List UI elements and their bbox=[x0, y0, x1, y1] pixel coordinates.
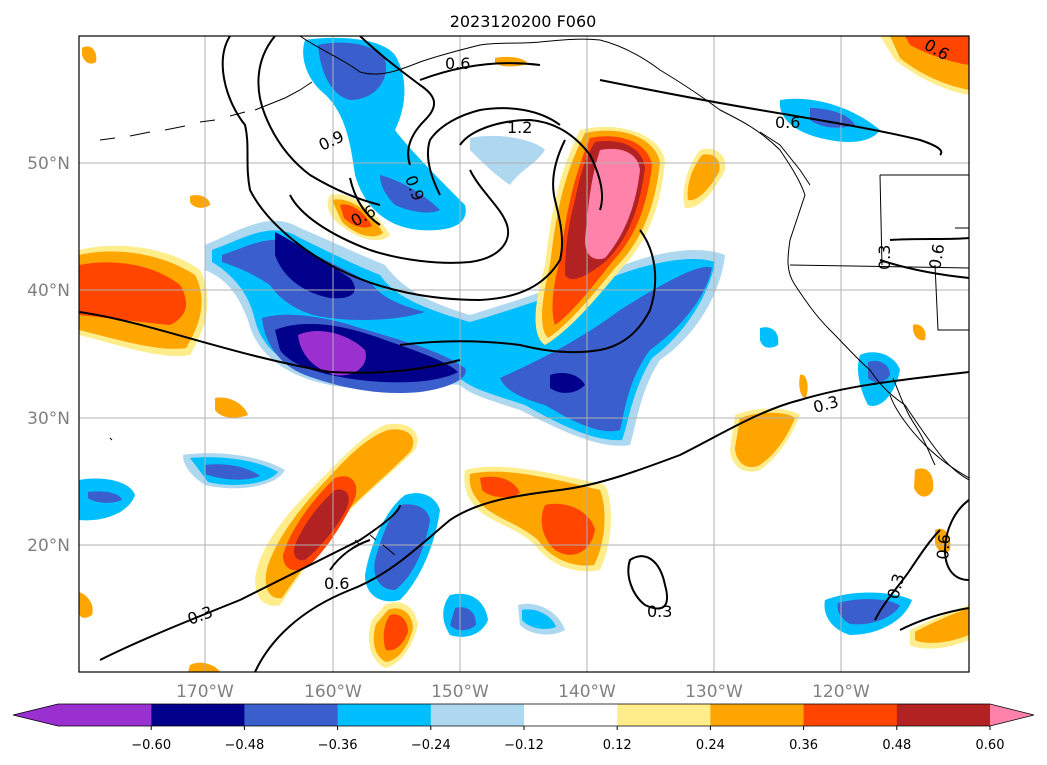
colorbar-cell bbox=[244, 704, 339, 726]
longitude-label: 160°W bbox=[304, 682, 362, 702]
positive-anomaly-region bbox=[905, 36, 969, 65]
negative-anomaly-region bbox=[522, 609, 556, 629]
colorbar-frame bbox=[12, 703, 1035, 727]
contour-label: 0.6 bbox=[445, 54, 470, 73]
colorbar-tick-label: −0.12 bbox=[504, 738, 544, 753]
longitude-labels: 170°W 160°W 150°W 140°W 130°W 120°W bbox=[176, 682, 870, 702]
contour-label: 0.6 bbox=[324, 574, 349, 593]
negative-anomaly-region bbox=[374, 504, 430, 590]
contour-label: 1.2 bbox=[507, 118, 532, 137]
map-area: 0.6 0.9 1.2 0.6 0.6 0.9 0.6 0.3 0.3 0.6 … bbox=[79, 36, 969, 672]
longitude-label: 140°W bbox=[558, 682, 616, 702]
negative-anomaly-region bbox=[868, 360, 890, 383]
positive-anomaly-region bbox=[82, 46, 97, 64]
positive-anomaly-region bbox=[541, 503, 595, 555]
positive-anomaly-region bbox=[383, 614, 408, 651]
colorbar-cell bbox=[151, 704, 245, 726]
colorbar-cell bbox=[337, 704, 432, 726]
negative-anomaly-region bbox=[450, 607, 476, 631]
colorbar-tick-label: 0.24 bbox=[696, 738, 725, 753]
map-frame bbox=[78, 35, 970, 673]
colorbar-tick-label: −0.36 bbox=[318, 738, 358, 753]
negative-anomaly-region bbox=[760, 327, 779, 348]
latitude-label: 50°N bbox=[27, 154, 70, 174]
positive-anomaly-region bbox=[915, 608, 969, 643]
positive-anomaly-region bbox=[799, 374, 808, 398]
colorbar: −0.60 −0.48 −0.36 −0.24 −0.12 0.12 0.24 0.36 0.4… bbox=[12, 703, 1035, 753]
contour-label: 0.3 bbox=[647, 602, 672, 621]
negative-anomaly-region bbox=[550, 373, 585, 393]
positive-anomaly-region bbox=[735, 412, 795, 468]
longitude-label: 130°W bbox=[685, 682, 743, 702]
strongest-negative-anomaly bbox=[298, 330, 366, 376]
longitude-label: 120°W bbox=[812, 682, 870, 702]
colorbar-cell bbox=[896, 704, 991, 726]
positive-anomaly-region bbox=[79, 592, 93, 618]
contour-label: 0.6 bbox=[925, 242, 948, 270]
negative-anomaly-region bbox=[275, 232, 355, 299]
negative-anomaly-region bbox=[470, 135, 545, 185]
contour-label: 0.6 bbox=[933, 533, 954, 560]
colorbar-cell bbox=[803, 704, 898, 726]
colorbar-tick-label: 0.48 bbox=[882, 738, 911, 753]
map-title: 2023120200 F060 bbox=[450, 12, 597, 31]
longitude-label: 170°W bbox=[176, 682, 234, 702]
contour-lines bbox=[79, 36, 969, 672]
colorbar-tick-label: 0.60 bbox=[976, 738, 1005, 753]
negative-anomaly-region bbox=[88, 491, 122, 503]
positive-anomaly-region bbox=[480, 476, 520, 498]
negative-anomaly-region bbox=[380, 175, 440, 213]
positive-anomaly-region bbox=[79, 262, 187, 325]
colorbar-tick-label: 0.36 bbox=[789, 738, 818, 753]
latitude-labels: 50°N 40°N 30°N 20°N bbox=[27, 154, 70, 556]
colorbar-cell bbox=[524, 704, 618, 726]
colorbar-cell bbox=[430, 704, 525, 726]
colorbar-ticks: −0.60 −0.48 −0.36 −0.24 −0.12 0.12 0.24 0.36 0.4… bbox=[131, 726, 1004, 753]
contour-label: 0.6 bbox=[775, 113, 800, 132]
colorbar-cells bbox=[13, 704, 1034, 726]
positive-anomaly-region bbox=[340, 204, 372, 228]
colorbar-extend-low bbox=[13, 704, 152, 726]
colorbar-extend-high bbox=[990, 704, 1034, 726]
latitude-label: 40°N bbox=[27, 281, 70, 301]
colorbar-cell bbox=[710, 704, 805, 726]
contour-label: 0.3 bbox=[875, 245, 894, 270]
negative-anomaly-region bbox=[810, 108, 855, 128]
longitude-label: 150°W bbox=[431, 682, 489, 702]
positive-anomaly-region bbox=[188, 662, 220, 672]
positive-anomaly-region bbox=[294, 489, 349, 561]
colorbar-tick-label: −0.48 bbox=[224, 738, 264, 753]
graticule bbox=[79, 36, 969, 672]
negative-anomaly-region bbox=[205, 464, 260, 480]
colorbar-cell bbox=[617, 704, 711, 726]
colorbar-tick-label: −0.60 bbox=[131, 738, 171, 753]
positive-anomaly-region bbox=[912, 324, 926, 341]
latitude-label: 30°N bbox=[27, 409, 70, 429]
positive-anomaly-region bbox=[687, 154, 720, 201]
colorbar-tick-label: 0.12 bbox=[603, 738, 632, 753]
positive-anomaly-region bbox=[914, 468, 934, 497]
colorbar-tick-label: −0.24 bbox=[411, 738, 451, 753]
latitude-label: 20°N bbox=[27, 536, 70, 556]
coastlines bbox=[99, 36, 969, 556]
positive-anomaly-region bbox=[215, 397, 248, 418]
